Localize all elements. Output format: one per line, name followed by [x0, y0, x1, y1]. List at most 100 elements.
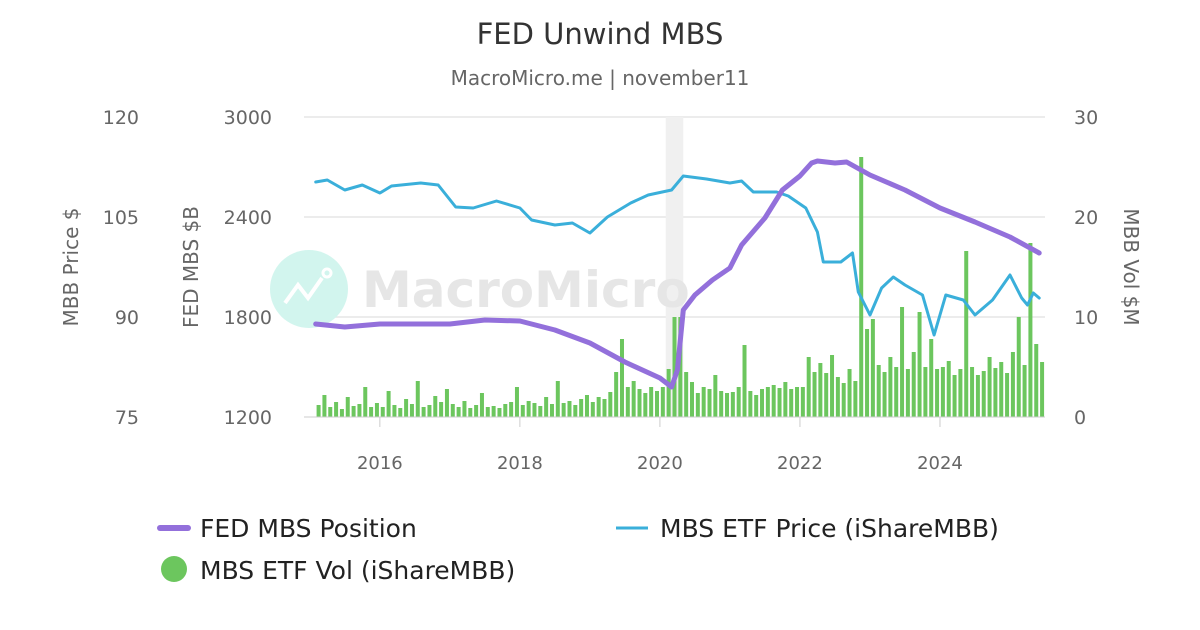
fed-tick-label: 2400 [224, 207, 272, 229]
vol-bar [830, 355, 835, 417]
vol-bar [964, 251, 969, 417]
vol-bar [917, 312, 922, 417]
legend-item-vol[interactable]: MBS ETF Vol (iShareMBB) [161, 556, 515, 585]
vol-bar [900, 307, 905, 417]
vol-bar [590, 402, 595, 417]
vol-bar [940, 367, 945, 417]
vol-bar [754, 395, 759, 417]
vol-bar [409, 404, 414, 417]
vol-bar [503, 404, 508, 417]
vol-bar [1016, 317, 1021, 417]
price-tick-label: 105 [103, 207, 139, 229]
vol-bar [660, 387, 665, 417]
vol-bar [584, 395, 589, 417]
price-tick-label: 75 [115, 407, 139, 429]
vol-bar [316, 405, 321, 417]
vol-bar [637, 389, 642, 417]
vol-bar [398, 408, 403, 417]
x-tick-label: 2020 [637, 453, 683, 474]
vol-bar [736, 387, 741, 417]
vol-bar [730, 392, 735, 417]
vol-bar [479, 393, 484, 417]
vol-bar [684, 372, 689, 417]
vol-bar [386, 391, 391, 417]
vol-bar [725, 393, 730, 417]
vol-bar [654, 391, 659, 417]
vol-bar [882, 372, 887, 417]
fed-tick-label: 1200 [224, 407, 272, 429]
vol-bar [923, 367, 928, 417]
vol-bar [444, 389, 449, 417]
fed-tick-label: 3000 [224, 107, 272, 129]
vol-bar [690, 382, 695, 417]
vol-bar [987, 357, 992, 417]
vol-bar [999, 362, 1004, 417]
legend-item-price[interactable]: MBS ETF Price (iShareMBB) [616, 514, 999, 543]
vol-bar [771, 385, 776, 417]
vol-bar [993, 368, 998, 417]
vol-bar [701, 387, 706, 417]
mbs-etf-price-line [314, 174, 1041, 337]
legend-vol-label: MBS ETF Vol (iShareMBB) [200, 556, 515, 585]
vol-bar [905, 369, 910, 417]
vol-bar [859, 157, 864, 417]
vol-bar [450, 404, 455, 417]
vol-bar [929, 339, 934, 417]
vol-bar [567, 401, 572, 417]
vol-bar [328, 407, 333, 417]
vol-bar [876, 365, 881, 417]
vol-bar [970, 367, 975, 417]
vol-bar [608, 392, 613, 417]
y-axis-ticks: 75 90 105 120 1200 1800 2400 3000 0 10 20 30 [103, 107, 1098, 429]
x-tick-label: 2022 [777, 453, 823, 474]
watermark-text: MacroMicro [362, 261, 690, 319]
vol-bar [765, 387, 770, 417]
vol-bar [614, 372, 619, 417]
legend-fed-label: FED MBS Position [200, 514, 417, 543]
vol-bar [526, 401, 531, 417]
vol-bar [421, 407, 426, 417]
vol-bar [474, 405, 479, 417]
vol-bar [1010, 352, 1015, 417]
vol-bar [981, 371, 986, 417]
vol-bar [888, 357, 893, 417]
legend-price-label: MBS ETF Price (iShareMBB) [660, 514, 999, 543]
vol-bar [643, 393, 648, 417]
vol-bar [532, 403, 537, 417]
vol-bar [439, 402, 444, 417]
vol-bar [806, 357, 811, 417]
vol-bar [485, 407, 490, 417]
x-axis-ticks: 2016 2018 2020 2022 2024 [357, 417, 963, 474]
vol-bar [345, 397, 350, 417]
vol-bar [369, 407, 374, 417]
vol-bar [561, 403, 566, 417]
vol-bar [678, 317, 683, 417]
vol-bar [847, 369, 852, 417]
vol-bar [911, 352, 916, 417]
vol-bar [894, 367, 899, 417]
vol-bar [1028, 243, 1033, 417]
vol-bar [841, 383, 846, 417]
vol-bar [666, 369, 671, 417]
legend-item-fed[interactable]: FED MBS Position [157, 514, 417, 543]
vol-bar [783, 382, 788, 417]
vol-bar [1034, 344, 1039, 417]
vol-bar [1005, 373, 1010, 417]
series-lines [313, 158, 1042, 390]
vol-bar [946, 361, 951, 417]
vol-bar [520, 405, 525, 417]
vol-bar [427, 405, 432, 417]
vol-bar [672, 317, 677, 417]
vol-bar [619, 339, 624, 417]
vol-bar [322, 395, 327, 417]
x-tick-label: 2016 [357, 453, 403, 474]
vol-bar [509, 402, 514, 417]
vol-bar [818, 363, 823, 417]
fed-tick-label: 1800 [224, 307, 272, 329]
vol-bar [404, 399, 409, 417]
vol-bar [935, 369, 940, 417]
vol-bar [625, 387, 630, 417]
vol-bar [853, 381, 858, 417]
vol-bar [392, 405, 397, 417]
